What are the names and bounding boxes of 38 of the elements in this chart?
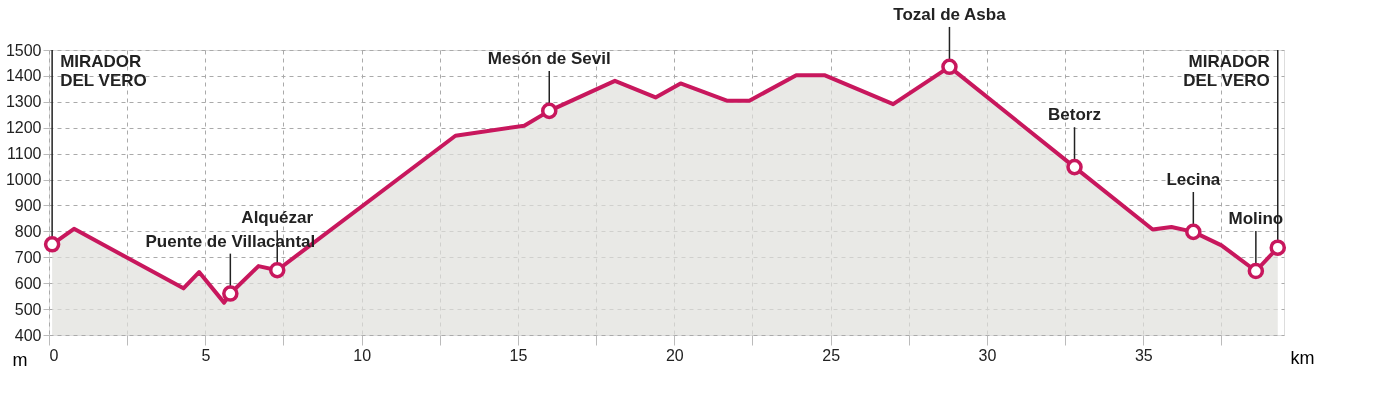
- point: [1066, 158, 1083, 176]
- y-tick-label: 800: [14, 222, 42, 240]
- x-tick-label: 30: [978, 346, 997, 364]
- annotation: Betorz: [1048, 105, 1101, 125]
- y-tick-label: 600: [14, 274, 42, 292]
- x-tick-label: 10: [353, 346, 372, 364]
- point: [1269, 239, 1287, 256]
- y-tick-label: 500: [14, 300, 42, 318]
- x-axis-title: km: [1290, 347, 1315, 368]
- point: [1247, 262, 1265, 280]
- y-tick-label: 1000: [5, 171, 42, 189]
- annotation: MIRADOR DEL VERO: [1183, 52, 1270, 90]
- y-tick-label: 1400: [5, 67, 42, 85]
- x-tick-label: 20: [665, 346, 684, 364]
- annotation: MIRADOR DEL VERO: [60, 52, 147, 90]
- annotation: Alquézar: [241, 208, 314, 228]
- y-tick-label: 700: [14, 248, 42, 266]
- x-tick-label: 25: [822, 346, 841, 364]
- y-tick-label: 1500: [5, 41, 42, 59]
- annotation: Lecina: [1166, 169, 1221, 189]
- annotation: Tozal de Asba: [893, 4, 1007, 24]
- point: [941, 58, 958, 76]
- x-tick-label: 35: [1134, 346, 1153, 364]
- x-tick-label: 15: [509, 346, 528, 364]
- x-tick-label: 5: [201, 346, 211, 364]
- point: [222, 285, 239, 302]
- x-tick-label: 0: [49, 346, 59, 364]
- y-axis-title: m: [12, 349, 28, 370]
- point: [43, 236, 61, 253]
- y-tick-label: 1300: [5, 93, 42, 111]
- point: [268, 261, 286, 279]
- y-tick-label: 1100: [7, 145, 42, 163]
- point: [540, 102, 558, 120]
- y-tick-label: 900: [14, 196, 42, 214]
- point: [1185, 223, 1202, 241]
- y-tick-label: 1200: [5, 119, 42, 137]
- y-tick-label: 400: [14, 326, 42, 344]
- annotation: Mesón de Sevil: [487, 48, 611, 68]
